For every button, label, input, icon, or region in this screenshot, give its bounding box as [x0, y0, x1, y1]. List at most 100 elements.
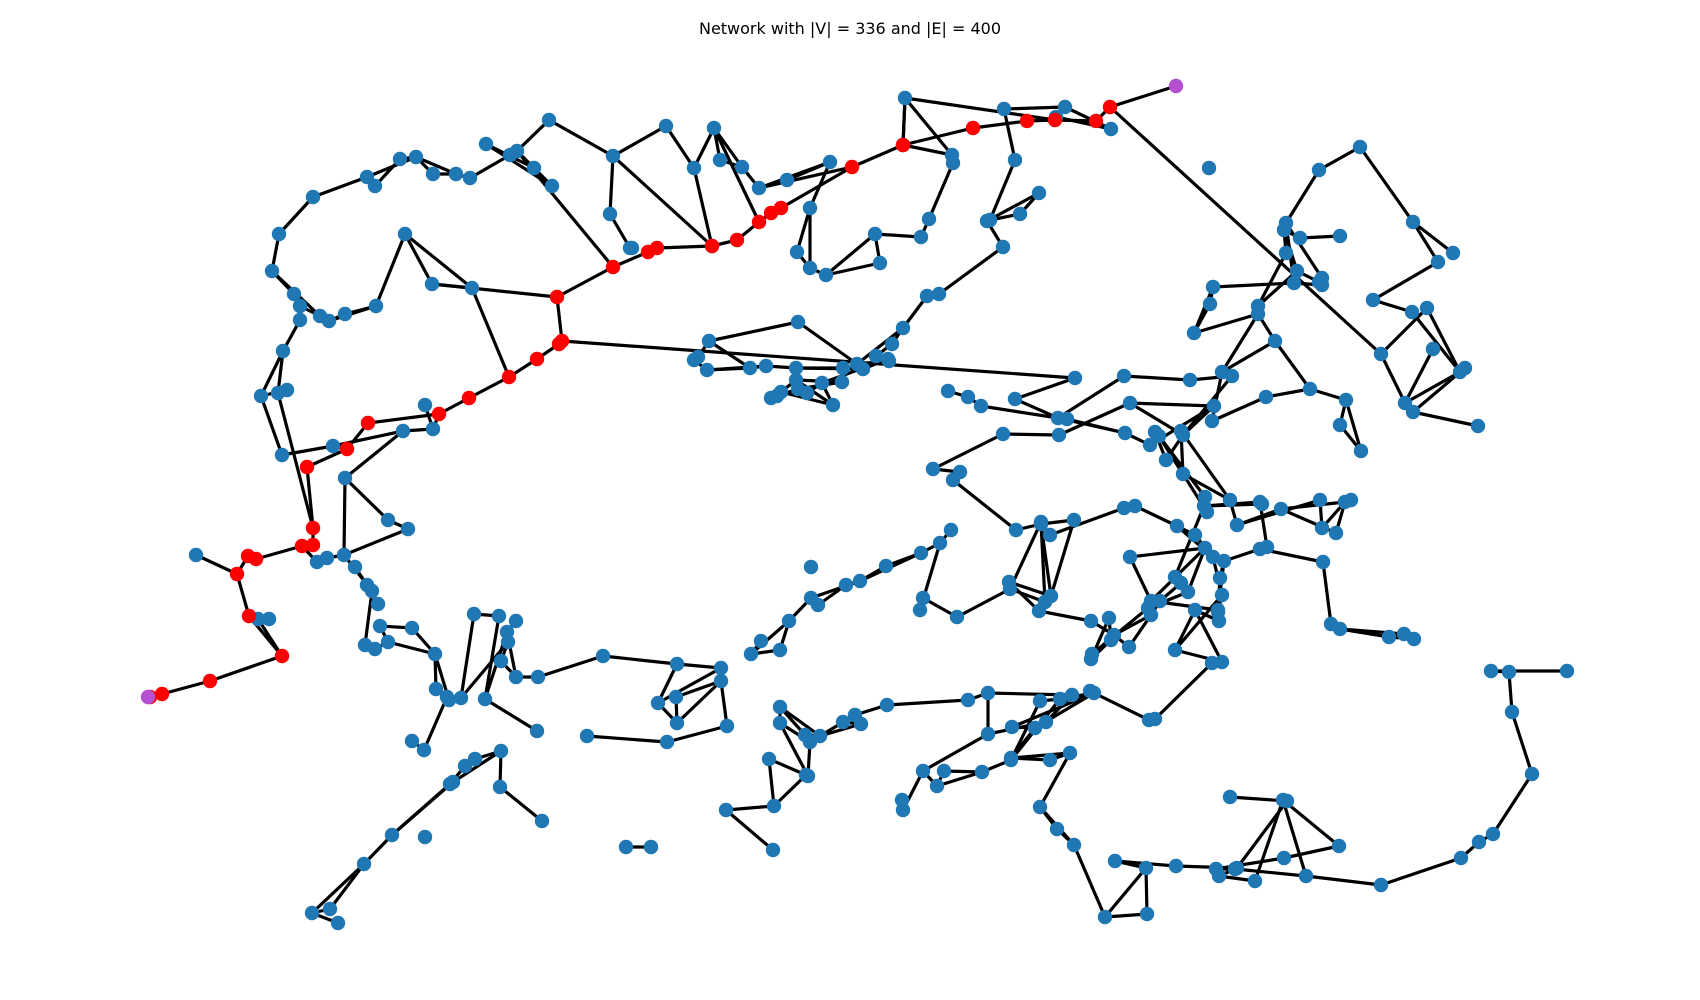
network-node [464, 280, 480, 296]
network-node [945, 155, 961, 171]
network-edge [1220, 339, 1277, 374]
path-node [1019, 113, 1035, 129]
network-edge [235, 572, 251, 618]
network-node [491, 608, 507, 624]
network-node [1049, 821, 1065, 837]
network-node [772, 715, 788, 731]
network-edge [724, 804, 776, 812]
network-node [940, 383, 956, 399]
network-edge [675, 662, 723, 670]
network-edge [1054, 115, 1113, 131]
network-node [996, 101, 1012, 117]
network-edge [1235, 507, 1283, 527]
network-edge [560, 339, 1077, 380]
network-edge [885, 698, 970, 707]
network-node [1043, 588, 1059, 604]
network-edge [1056, 374, 1126, 420]
network-node [872, 255, 888, 271]
network-node [1182, 372, 1198, 388]
network-node [367, 641, 383, 657]
network-node [492, 779, 508, 795]
network-node [534, 813, 550, 829]
network-edge [1220, 312, 1260, 374]
network-node [1352, 139, 1368, 155]
network-node [718, 802, 734, 818]
network-edge [311, 175, 369, 199]
network-node [1419, 300, 1435, 316]
network-node [1116, 368, 1132, 384]
network-edge [1344, 398, 1363, 453]
network-node [304, 905, 320, 921]
path-node [605, 259, 621, 275]
network-node [810, 597, 826, 613]
network-edge [955, 587, 1012, 619]
network-node [912, 602, 928, 618]
network-edge [1425, 306, 1462, 374]
network-node [699, 362, 715, 378]
network-node [772, 642, 788, 658]
network-edge [712, 126, 761, 224]
network-node [453, 690, 469, 706]
path-node [895, 137, 911, 153]
network-edge [795, 206, 812, 254]
network-edge [757, 165, 854, 190]
network-node [979, 213, 995, 229]
network-edge [1403, 347, 1435, 405]
network-node [380, 634, 396, 650]
network-node [650, 695, 666, 711]
network-node [1168, 858, 1184, 874]
network-node [1252, 494, 1268, 510]
network-edge [951, 478, 1018, 532]
node-layer [140, 78, 1575, 931]
network-node [1405, 404, 1421, 420]
network-edge [937, 245, 1005, 296]
network-node [929, 778, 945, 794]
network-node [818, 267, 834, 283]
network-node [1323, 616, 1339, 632]
network-node [669, 715, 685, 731]
network-node [1216, 553, 1232, 569]
network-node [742, 360, 758, 376]
network-node [706, 120, 722, 136]
network-edge [374, 232, 407, 308]
network-node [1204, 413, 1220, 429]
network-node [1187, 527, 1203, 543]
network-node [960, 389, 976, 405]
network-edge [1192, 312, 1260, 335]
network-node [1328, 525, 1344, 541]
network-node [1504, 704, 1520, 720]
network-edge [1009, 751, 1072, 760]
path-node [844, 159, 860, 175]
network-node [271, 226, 287, 242]
network-edge [483, 697, 539, 733]
network-node [932, 535, 948, 551]
network-node [1227, 861, 1243, 877]
network-node [915, 763, 931, 779]
network-edge [1214, 856, 1286, 871]
path-endpoint-node [140, 689, 156, 705]
network-node [1404, 304, 1420, 320]
network-node [1396, 626, 1412, 642]
network-node [1457, 360, 1473, 376]
network-edge [749, 619, 791, 656]
network-edge [674, 679, 723, 699]
network-node [772, 699, 788, 715]
network-edge [1411, 220, 1455, 255]
network-node [380, 512, 396, 528]
network-node [719, 718, 735, 734]
network-node [1302, 381, 1318, 397]
network-node [1003, 752, 1019, 768]
network-node [1365, 292, 1381, 308]
network-node [347, 559, 363, 575]
network-node [309, 554, 325, 570]
network-edge [1358, 145, 1415, 224]
network-node [404, 733, 420, 749]
network-node [894, 792, 910, 808]
network-node [1001, 574, 1017, 590]
network-edge [1379, 352, 1407, 405]
network-node [1211, 613, 1227, 629]
network-edge [343, 429, 405, 480]
network-node [618, 839, 634, 855]
network-edge [555, 265, 615, 299]
network-node [605, 148, 621, 164]
